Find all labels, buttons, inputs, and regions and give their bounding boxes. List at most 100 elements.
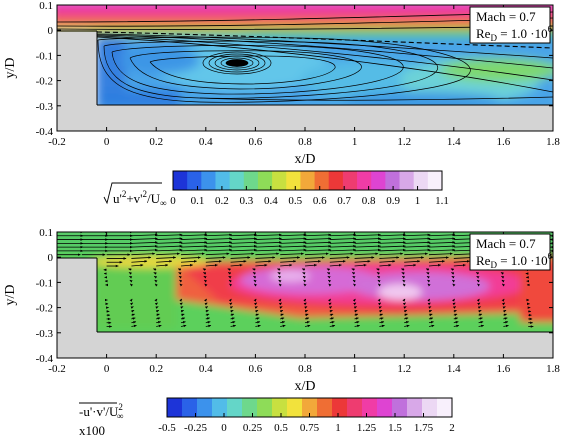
velocity-vector [204,306,209,309]
velocity-vector [180,248,208,252]
velocity-vector [354,313,359,317]
velocity-vector [255,260,272,263]
velocity-vector [302,272,306,275]
velocity-vector [228,279,232,283]
velocity-vector [203,272,207,275]
colorbar-cell [314,171,330,190]
top-colorbar-ticks: 0 0.1 0.2 0.3 0.4 0.5 0.6 0.7 0.8 0.9 1 1.1 [170,186,449,207]
velocity-vector [329,321,335,324]
y-tick-label: -0.1 [36,277,53,289]
velocity-vector [156,309,160,313]
velocity-vector [401,272,405,275]
colorbar-cell [377,398,393,417]
velocity-vector [255,321,261,324]
colorbar-tick-label: 0.8 [362,195,376,207]
colorbar-tick-label: 0 [170,195,176,207]
colorbar-tick-label: 1 [335,422,341,434]
colorbar-cell [287,398,303,417]
bottom-colorbar-cells [167,398,453,417]
velocity-vector [255,248,282,252]
velocity-vector [503,317,508,320]
y-tick-label: -0.4 [36,353,54,365]
x-tick-label: 1.8 [546,136,560,148]
velocity-vector [501,279,505,283]
velocity-vector [404,248,431,252]
colorbar-tick-label: 0.3 [239,195,253,207]
velocity-vector [378,302,382,306]
x-tick-label: 1.4 [447,363,461,375]
velocity-vector [379,260,396,263]
velocity-vector [379,263,392,267]
velocity-vector [304,313,309,317]
velocity-vector [180,324,187,328]
velocity-vector [156,321,162,324]
velocity-vector [428,321,434,324]
velocity-vector [131,317,136,320]
bottom-colorbar-ticks: -0.5 -0.25 0 0.25 0.5 0.75 1 1.25 1.5 1.75 2 [158,413,455,434]
bottom-colorbar: -0.5 -0.25 0 0.25 0.5 0.75 1 1.25 1.5 1.75 2 -u'·v… [79,397,455,438]
velocity-vector [404,321,410,324]
colorbar-tick-label: 0.1 [191,195,205,207]
velocity-vector [252,268,256,271]
velocity-vector [204,302,208,306]
velocity-vector [328,302,332,306]
velocity-vector [329,256,350,259]
velocity-vector [404,252,428,256]
x-tick-label: 1.8 [546,363,560,375]
velocity-vector [277,268,281,271]
velocity-vector [205,233,233,237]
velocity-vector [425,268,430,271]
velocity-vector [352,279,356,283]
velocity-vector [254,302,258,306]
velocity-vector [180,256,201,259]
velocity-vector [255,309,259,313]
velocity-vector [280,233,307,237]
bottom-ylabel: y/D [3,285,18,306]
velocity-vector [476,279,480,283]
velocity-vector [129,298,133,302]
velocity-vector [131,241,158,244]
colorbar-cell [257,398,273,417]
colorbar-tick-label: -0.25 [184,422,207,434]
velocity-vector [377,275,381,279]
velocity-vector [404,256,425,259]
velocity-vector [280,244,307,248]
velocity-vector [156,313,160,317]
velocity-vector [501,275,505,279]
velocity-vector [280,241,307,244]
velocity-vector [156,252,180,256]
vortex-core [202,51,272,75]
velocity-vector [156,244,183,248]
velocity-vector [129,283,134,287]
velocity-vector [476,298,480,302]
x-tick-label: 0.4 [199,136,213,148]
velocity-vector [503,313,507,317]
colorbar-cell [371,171,386,190]
velocity-vector [377,298,381,302]
velocity-vector [278,302,282,306]
colorbar-tick-label: 0.9 [386,195,400,207]
velocity-vector [280,317,285,320]
velocity-vector [329,263,342,267]
velocity-vector [328,306,333,309]
velocity-vector [230,321,236,324]
colorbar-tick-label: 0 [221,422,227,434]
velocity-vector [428,233,456,237]
colorbar-cell [317,398,333,417]
bottom-mach-label: Mach = 0.7 [476,236,536,251]
velocity-vector [229,306,233,309]
velocity-vector [478,317,483,320]
velocity-vector [180,306,184,309]
colorbar-cell [286,171,301,190]
velocity-vector [304,321,310,324]
velocity-vector [230,233,257,237]
velocity-vector [451,275,455,279]
velocity-vector [329,244,357,248]
velocity-vector [205,260,222,263]
velocity-vector [280,252,304,256]
colorbar-cell [300,171,316,190]
velocity-vector [402,279,406,283]
velocity-vector [229,302,233,306]
velocity-vector [131,256,152,259]
colorbar-tick-label: 1.25 [357,422,377,434]
